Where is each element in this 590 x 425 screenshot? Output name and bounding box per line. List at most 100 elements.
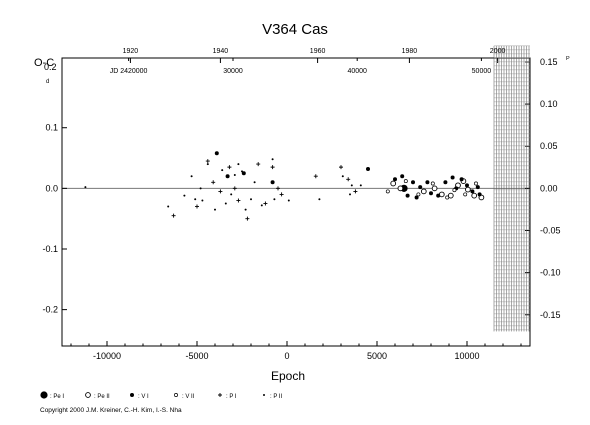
point-p-ii [250,198,252,201]
point-p-ii [253,181,256,184]
point-v-i [393,177,397,182]
point-v-i [425,180,430,185]
year-tick-label: 2000 [490,48,506,55]
point-p-ii [244,208,247,211]
point-v-i [400,174,405,179]
point-pe-ii [471,192,478,199]
point-p-ii [201,199,204,202]
right-tick-label: 0.00 [540,183,558,193]
point-p-i [270,165,275,170]
x-tick-label: -10000 [93,351,121,361]
point-p-ii [224,202,227,205]
point-pe-ii [420,188,427,195]
point-v-i [270,180,275,185]
point-p-ii [273,198,276,201]
point-p-ii [194,198,197,201]
point-v-i [418,185,423,190]
y-tick-label-top: 0.2 [44,62,57,72]
legend-marker [263,394,265,396]
point-p-i [211,180,216,185]
legend-marker [85,392,91,398]
point-p-ii [341,175,344,178]
point-p-ii [359,184,362,187]
y-tick-label: 0.0 [45,183,58,193]
point-p-ii [183,194,186,197]
point-p-ii [190,175,193,178]
right-tick-label: 0.10 [540,99,558,109]
y-tick-label: 0.1 [45,123,58,133]
point-p-i [346,177,351,182]
year-tick-label: 1960 [310,48,326,55]
point-pe-ii [390,180,397,187]
right-tick-label: -0.15 [540,310,561,320]
x-tick-label: 10000 [454,351,479,361]
right-tick-label: 0.15 [540,57,558,67]
point-v-ii [416,192,421,197]
legend-label: : P II [270,394,283,400]
point-p-i [245,216,250,221]
point-pe-ii [431,185,438,192]
right-tick-label: -0.10 [540,268,561,278]
right-axis-unit: P [566,56,570,62]
point-v-i [477,192,482,197]
point-v-ii [385,189,390,194]
point-p-i [263,201,268,206]
point-p-ii [241,170,243,173]
point-p-ii [350,184,353,187]
jd-tick-label: 50000 [472,68,492,75]
point-v-ii [474,181,478,186]
point-p-ii [318,198,321,201]
legend-label: : V I [138,394,149,400]
point-v-i [414,195,419,200]
legend-label: : Pe I [50,394,64,400]
legend-marker [130,393,134,397]
data-points [84,151,485,221]
point-v-i [450,175,455,180]
point-p-ii [349,193,351,196]
year-tick-label: 1940 [213,48,229,55]
point-v-i [436,193,441,198]
plot-frame [61,57,531,347]
jd-tick-label: 30000 [223,68,243,75]
point-p-i [205,159,210,164]
point-v-i [214,151,219,156]
point-p-ii [214,208,216,211]
y-axis-label-unit: d [46,79,49,85]
y-axis-label: O-C [34,57,54,69]
point-p-i [339,165,343,170]
x-tick-label: 0 [284,351,289,361]
point-v-ii [463,192,468,197]
point-v-i [475,185,480,190]
tick-labels: -10000 -5000 0 5000 10000 -0.2 -0.1 0.0 0.1 0.2 0.… [42,48,570,361]
legend-marker [218,393,222,397]
point-p-i [218,189,223,194]
point-p-i [256,162,261,167]
point-p-ii [271,158,274,161]
chart-title: V364 Cas [262,21,328,38]
jd-tick-label: JD 2420000 [110,68,148,75]
y-tick-label: -0.1 [42,244,58,254]
point-v-i [429,191,433,196]
point-p-i [279,192,284,197]
legend-label: : Pe II [94,394,110,400]
point-v-ii [403,179,408,184]
jd-tick-label: 40000 [347,68,367,75]
copyright-notice: Copyright 2000 J.M. Kreiner, C.-H. Kim, … [40,407,182,414]
point-p-i [313,174,318,179]
point-v-i [411,180,415,185]
point-p-i [227,165,232,170]
point-p-ii [221,169,224,172]
point-p-i [171,213,176,218]
point-v-ii [445,195,450,200]
point-v-i [241,171,246,176]
point-v-i [459,177,464,182]
y-tick-label: -0.2 [42,305,58,315]
legend-marker [40,391,48,399]
legend-label: : V II [182,394,195,400]
point-pe-ii [465,186,471,193]
point-p-i [232,186,237,191]
point-pe-ii [397,185,404,192]
plot-axes [61,57,531,347]
x-axis-label: Epoch [271,369,305,383]
